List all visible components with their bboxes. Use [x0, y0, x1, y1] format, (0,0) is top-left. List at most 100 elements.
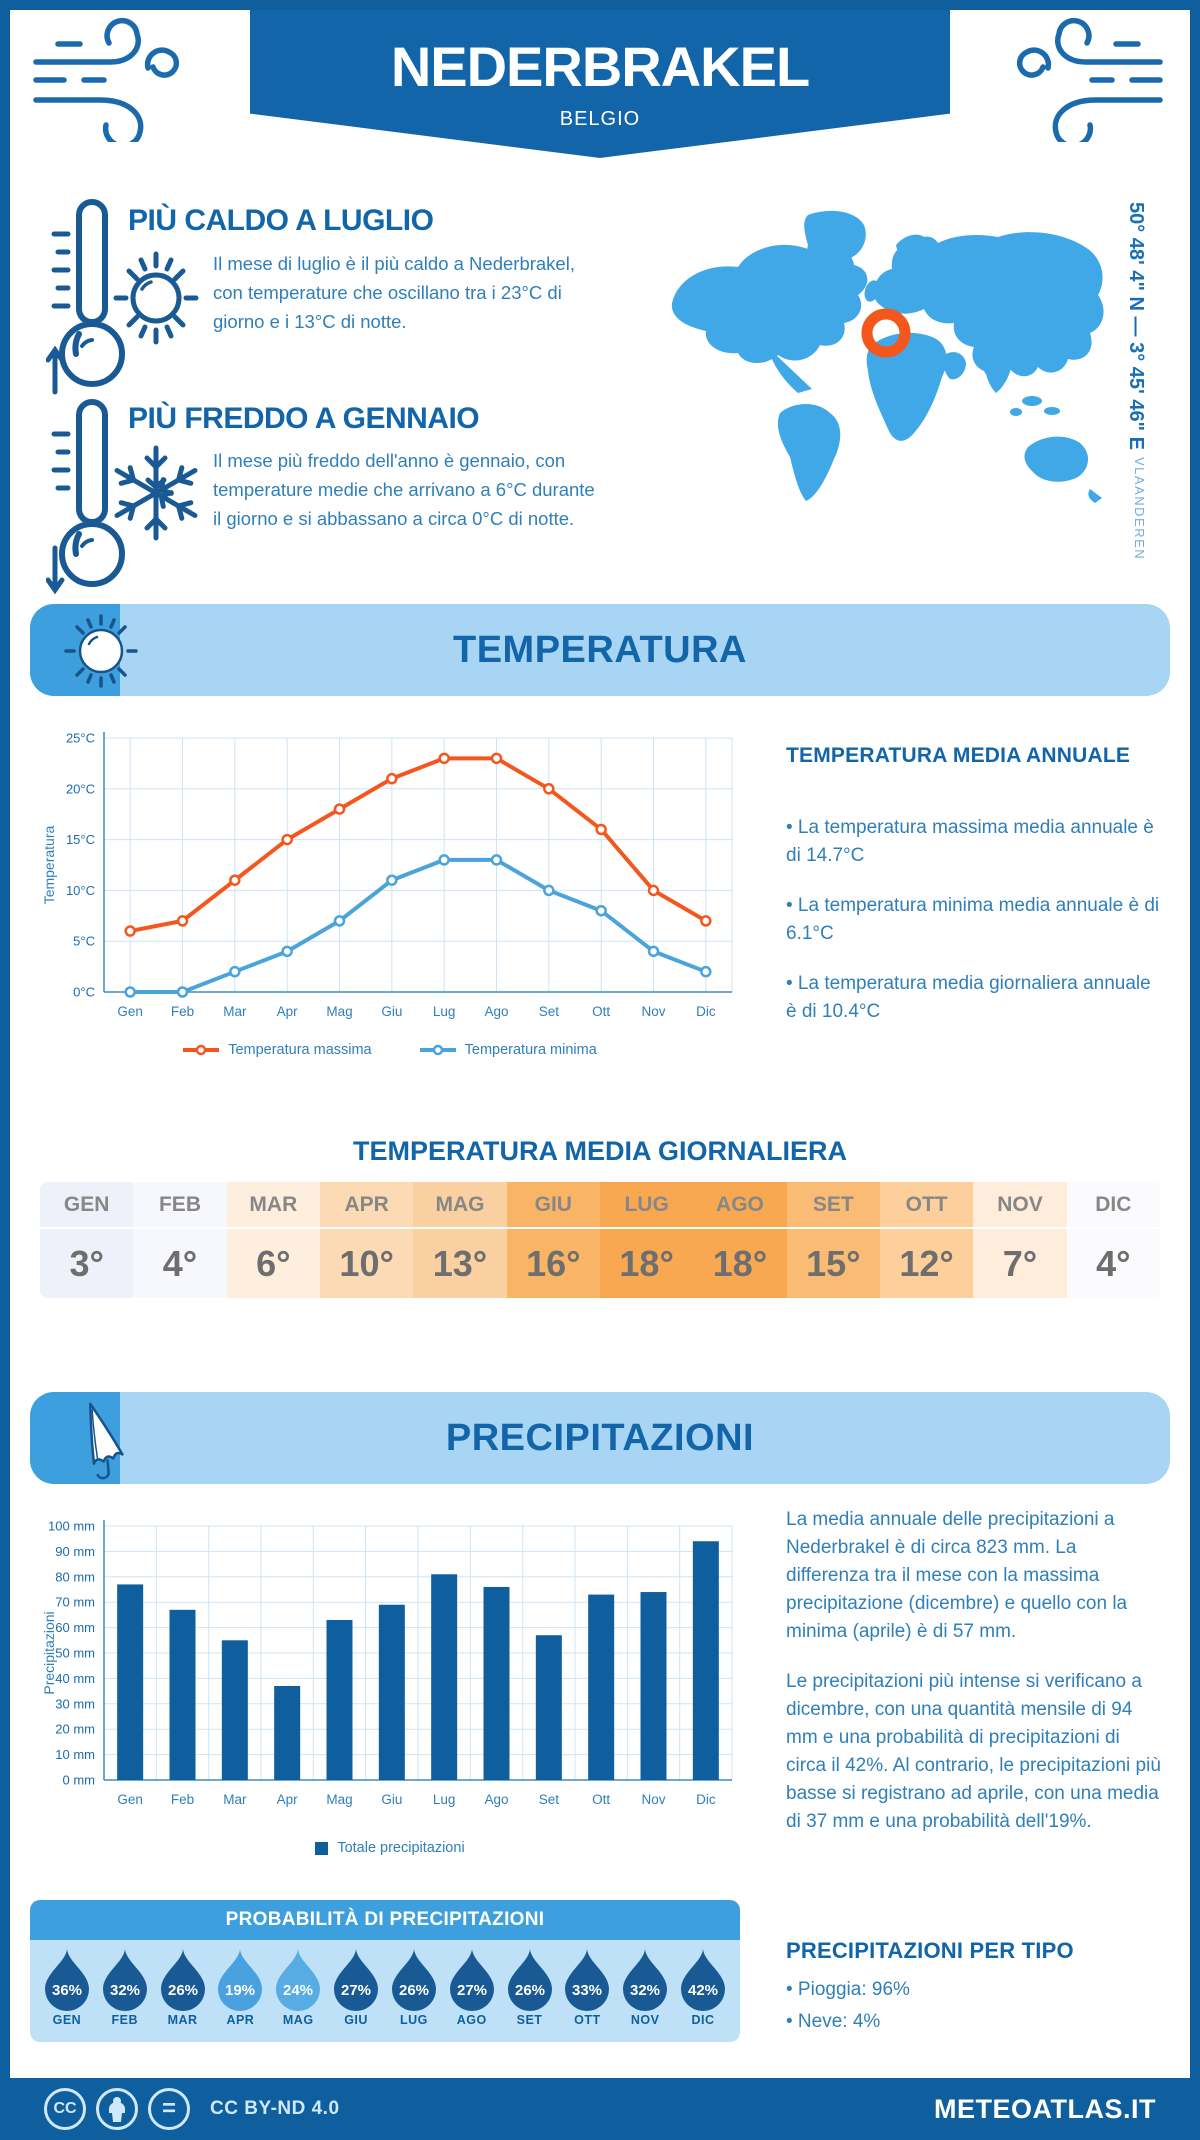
x-tick-label: Dic	[696, 1004, 716, 1019]
raindrop-icon: 19%	[218, 1949, 263, 2011]
license-label: CC BY-ND 4.0	[210, 2098, 340, 2119]
data-point-marker	[176, 915, 189, 927]
data-point-marker	[595, 904, 607, 917]
probability-value: 19%	[225, 1982, 255, 1999]
data-point-marker	[438, 854, 450, 866]
temp-annual-title: TEMPERATURA MEDIA ANNUALE	[786, 744, 1131, 767]
data-point-marker	[647, 884, 660, 897]
temperature-value-cell: 7°	[973, 1229, 1067, 1298]
coordinates-label: 50° 48' 4" N — 3° 45' 46" E	[1125, 202, 1147, 450]
precip-type-bullet: • Pioggia: 96%	[786, 1979, 910, 2000]
bar	[378, 1604, 405, 1780]
y-tick-label: 50 mm	[55, 1646, 95, 1661]
x-tick-label: Giu	[381, 1004, 402, 1019]
probability-item: 19% APR	[211, 1948, 269, 2042]
raindrop-shape	[449, 1949, 494, 2011]
bar	[221, 1640, 248, 1780]
table-column: APR 10°	[319, 1182, 414, 1298]
raindrop-icon: 27%	[449, 1949, 494, 2011]
data-point-marker	[124, 986, 136, 998]
precipitation-paragraph: Le precipitazioni più intense si verific…	[786, 1671, 1161, 1832]
y-tick-label: 100 mm	[48, 1519, 95, 1534]
y-tick-label: 90 mm	[55, 1544, 95, 1559]
raindrop-shape	[334, 1949, 379, 2011]
bar	[169, 1609, 196, 1780]
temperature-section-title: TEMPERATURA	[452, 629, 747, 671]
table-column: LUG 18°	[599, 1182, 694, 1298]
y-tick-label: 0°C	[73, 985, 95, 1000]
probability-month-label: OTT	[574, 2013, 601, 2027]
data-point-marker	[438, 752, 450, 765]
temperature-section-banner: TEMPERATURA	[30, 604, 1170, 696]
y-tick-label: 10 mm	[55, 1747, 95, 1762]
thermometer-down-icon	[46, 399, 125, 595]
raindrop-icon: 24%	[276, 1949, 321, 2011]
highlight-cold-title: PIÙ FREDDO A GENNAIO	[128, 402, 480, 435]
probability-item: 32% NOV	[616, 1948, 674, 2042]
table-column: AGO 18°	[693, 1182, 787, 1298]
x-tick-label: Gen	[117, 1004, 143, 1019]
temperature-value-cell: 4°	[133, 1229, 227, 1298]
precip-type-bullets: • Pioggia: 96% • Neve: 4%	[786, 1974, 1164, 2038]
data-point-marker	[281, 945, 293, 958]
probability-month-label: APR	[226, 2013, 255, 2027]
raindrop-shape	[507, 1949, 552, 2011]
page-title: NEDERBRAKEL	[390, 35, 810, 98]
raindrop-icon: 32%	[623, 1949, 668, 2011]
probability-item: 24% MAG	[269, 1948, 327, 2042]
table-column: OTT 12°	[879, 1182, 974, 1298]
cc-attribution-icon	[96, 2088, 138, 2130]
legend-item: Temperatura massima	[183, 1042, 372, 1058]
probability-month-label: MAG	[282, 2013, 314, 2027]
cc-nd-icon: =	[148, 2088, 190, 2130]
data-point-marker	[700, 915, 712, 927]
data-point-marker	[700, 965, 712, 978]
x-tick-label: Ott	[592, 1004, 610, 1019]
raindrop-icon: 26%	[507, 1949, 552, 2011]
raindrop-icon: 27%	[334, 1949, 379, 2011]
y-tick-label: 25°C	[66, 731, 95, 746]
map-coordinates-block: 50° 48' 4" N — 3° 45' 46" E VLAANDEREN	[1124, 202, 1147, 582]
x-tick-label: Ago	[484, 1004, 508, 1019]
raindrop-icon: 26%	[391, 1949, 436, 2011]
data-point-marker	[333, 803, 346, 815]
probability-month-label: GIU	[344, 2013, 368, 2027]
month-header-cell: OTT	[879, 1182, 974, 1227]
legend-marker	[195, 1044, 207, 1056]
line-series	[129, 756, 707, 934]
temp-annual-bullet: • La temperatura massima media annuale è…	[786, 817, 1154, 866]
probability-item: 26% LUG	[385, 1948, 443, 2042]
y-tick-label: 20°C	[66, 781, 95, 796]
temperature-legend: Temperatura massima Temperatura minima	[40, 1042, 740, 1058]
table-column: MAR 6°	[226, 1182, 320, 1298]
y-tick-label: 30 mm	[55, 1696, 95, 1711]
precipitation-section-banner: PRECIPITAZIONI	[30, 1392, 1170, 1484]
table-column: FEB 4°	[133, 1182, 227, 1298]
bar	[588, 1594, 615, 1780]
x-tick-label: Ago	[484, 1792, 508, 1807]
raindrop-shape	[44, 1949, 89, 2011]
precip-type-bullet: • Neve: 4%	[786, 2011, 881, 2032]
probability-value: 27%	[457, 1982, 487, 1999]
footer-license-block: CC = CC BY-ND 4.0	[44, 2088, 340, 2130]
legend-label: Temperatura massima	[228, 1042, 372, 1058]
raindrop-shape	[218, 1949, 263, 2011]
probability-value: 24%	[283, 1982, 313, 1999]
site-label: METEOATLAS.IT	[934, 2093, 1156, 2124]
bar	[274, 1686, 301, 1780]
legend-item: Totale precipitazioni	[315, 1840, 465, 1856]
world-map	[671, 210, 1104, 503]
probability-value: 26%	[515, 1982, 545, 1999]
temperature-value-cell: 3°	[40, 1229, 134, 1298]
data-point-marker	[490, 854, 503, 866]
y-tick-label: 70 mm	[55, 1595, 95, 1610]
thermometer-up-icon	[46, 199, 125, 395]
temperature-value-cell: 6°	[226, 1229, 320, 1298]
x-tick-label: Nov	[641, 1004, 665, 1019]
data-point-marker	[386, 772, 398, 785]
x-tick-label: Lug	[433, 1004, 456, 1019]
y-tick-label: 0 mm	[63, 1773, 96, 1788]
temp-annual-bullet: • La temperatura media giornaliera annua…	[786, 973, 1151, 1022]
x-tick-label: Mag	[326, 1004, 352, 1019]
temperature-value-cell: 15°	[786, 1229, 880, 1298]
